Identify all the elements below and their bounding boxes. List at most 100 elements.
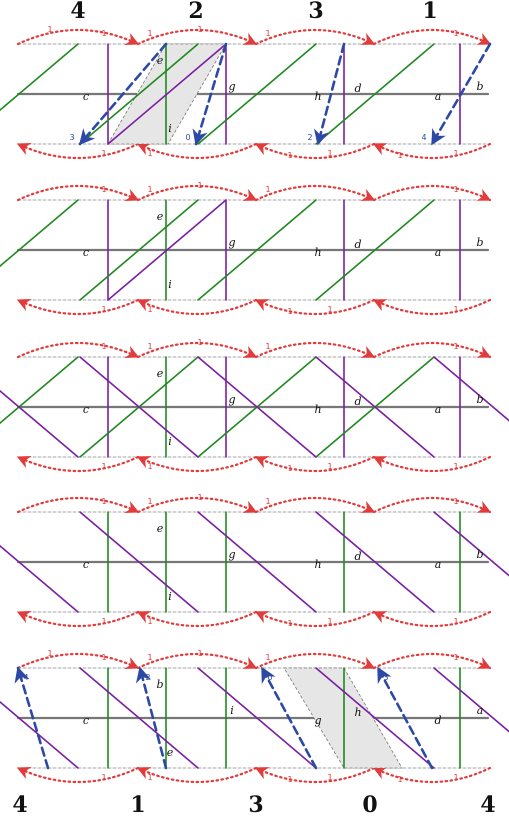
- red-count: 1: [197, 338, 202, 347]
- point-label: h: [354, 706, 361, 719]
- blue-count: 0: [267, 673, 272, 682]
- purple-diagonal: [197, 356, 317, 458]
- point-label: d: [434, 714, 441, 727]
- red-count: 1: [101, 305, 106, 314]
- red-count: 1: [453, 617, 458, 626]
- point-label: e: [157, 54, 164, 67]
- red-count: 1: [47, 25, 52, 34]
- red-arc-bottom: [16, 610, 140, 628]
- point-label: i: [168, 122, 172, 135]
- red-arc-top: [254, 184, 376, 202]
- red-arc-top: [136, 28, 258, 46]
- green-diagonal: [315, 43, 435, 145]
- point-label: e: [157, 210, 164, 223]
- bottom-label-2: 1: [130, 792, 145, 817]
- blue-dashed-arrow: [376, 666, 434, 770]
- point-label: e: [167, 746, 174, 759]
- point-label: h: [314, 558, 321, 571]
- red-arc-bottom: [372, 766, 492, 784]
- blue-count: 2: [307, 133, 312, 142]
- red-arc-top: [16, 652, 140, 670]
- red-arc-bottom: [16, 766, 140, 784]
- point-label: h: [314, 90, 321, 103]
- bottom-label-4: 0: [362, 792, 377, 817]
- blue-dashed-arrow: [430, 42, 492, 146]
- purple-diagonal: [197, 511, 317, 613]
- red-count: 1: [197, 649, 202, 658]
- red-arc-top: [372, 184, 492, 202]
- red-arc-top: [136, 184, 258, 202]
- purple-diagonal: [197, 667, 317, 769]
- red-arc-top: [16, 496, 140, 514]
- red-count: 1: [101, 149, 106, 158]
- blue-count: 0: [185, 133, 190, 142]
- point-label: c: [83, 90, 89, 103]
- green-diagonal: [197, 43, 317, 145]
- red-arc-top: [16, 184, 140, 202]
- red-arc-bottom: [372, 455, 492, 473]
- panel-4: 1 1 1 1 1 1 1 1 1 1 c e i g h d a b: [0, 493, 509, 628]
- red-count: 1: [101, 29, 106, 38]
- red-arc-bottom: [254, 455, 376, 473]
- red-count: 1: [147, 305, 152, 314]
- red-count: 1: [265, 342, 270, 351]
- top-label-3: 3: [308, 0, 323, 24]
- red-count: 1: [101, 773, 106, 782]
- red-arc-bottom: [372, 142, 492, 160]
- green-diagonal: [197, 199, 317, 301]
- point-label: a: [477, 704, 484, 717]
- point-label: a: [435, 246, 442, 259]
- red-count: 1: [453, 497, 458, 506]
- purple-diagonal: [79, 356, 199, 458]
- red-count: 1: [397, 151, 402, 160]
- point-label: d: [354, 395, 361, 408]
- panel-2: 1 1 1 1 1 1 1 1 1 1 c e i g h d a b: [0, 181, 492, 316]
- red-count: 1: [101, 462, 106, 471]
- purple-diagonal: [79, 667, 199, 769]
- red-count: 1: [453, 342, 458, 351]
- green-diagonal: [315, 199, 435, 301]
- red-arc-top: [372, 652, 492, 670]
- green-diagonal: [0, 199, 79, 268]
- red-count: 1: [101, 342, 106, 351]
- red-count: 1: [147, 617, 152, 626]
- point-label: b: [476, 548, 483, 561]
- point-label: i: [168, 278, 172, 291]
- red-count: 1: [147, 29, 152, 38]
- red-count: 1: [147, 497, 152, 506]
- red-count: 1: [265, 497, 270, 506]
- red-count: 1: [287, 464, 292, 473]
- panel-1: 1 1 1 1 1 1 1 1 1 1 1 1 c e i g h d a b 3 0 2 4: [0, 25, 492, 160]
- red-count: 1: [453, 29, 458, 38]
- red-arc-bottom: [16, 298, 140, 316]
- top-label-1: 4: [70, 0, 85, 24]
- red-count: 1: [453, 462, 458, 471]
- point-label: c: [83, 714, 89, 727]
- purple-diagonal: [0, 544, 79, 613]
- blue-dashed-arrow: [14, 666, 50, 770]
- red-arc-bottom: [372, 298, 492, 316]
- purple-diagonal: [315, 511, 435, 613]
- panel-3: 1 1 1 1 1 1 1 1 1 1 c e i g h d a b: [0, 338, 509, 473]
- red-arc-bottom: [254, 298, 376, 316]
- point-label: e: [157, 367, 164, 380]
- red-count: 1: [197, 493, 202, 502]
- red-arc-bottom: [16, 455, 140, 473]
- red-arc-top: [16, 28, 140, 46]
- point-label: c: [83, 403, 89, 416]
- red-count: 1: [197, 181, 202, 190]
- red-arc-bottom: [136, 610, 258, 628]
- point-label: a: [435, 403, 442, 416]
- red-arc-top: [254, 341, 376, 359]
- purple-diagonal: [79, 511, 199, 613]
- red-count: 1: [287, 151, 292, 160]
- red-arc-bottom: [136, 455, 258, 473]
- red-count: 1: [453, 305, 458, 314]
- point-label: g: [228, 393, 235, 406]
- blue-count: 2: [145, 673, 150, 682]
- point-label: g: [228, 548, 235, 561]
- red-count: 1: [265, 185, 270, 194]
- point-label: g: [228, 236, 235, 249]
- red-count: 1: [101, 185, 106, 194]
